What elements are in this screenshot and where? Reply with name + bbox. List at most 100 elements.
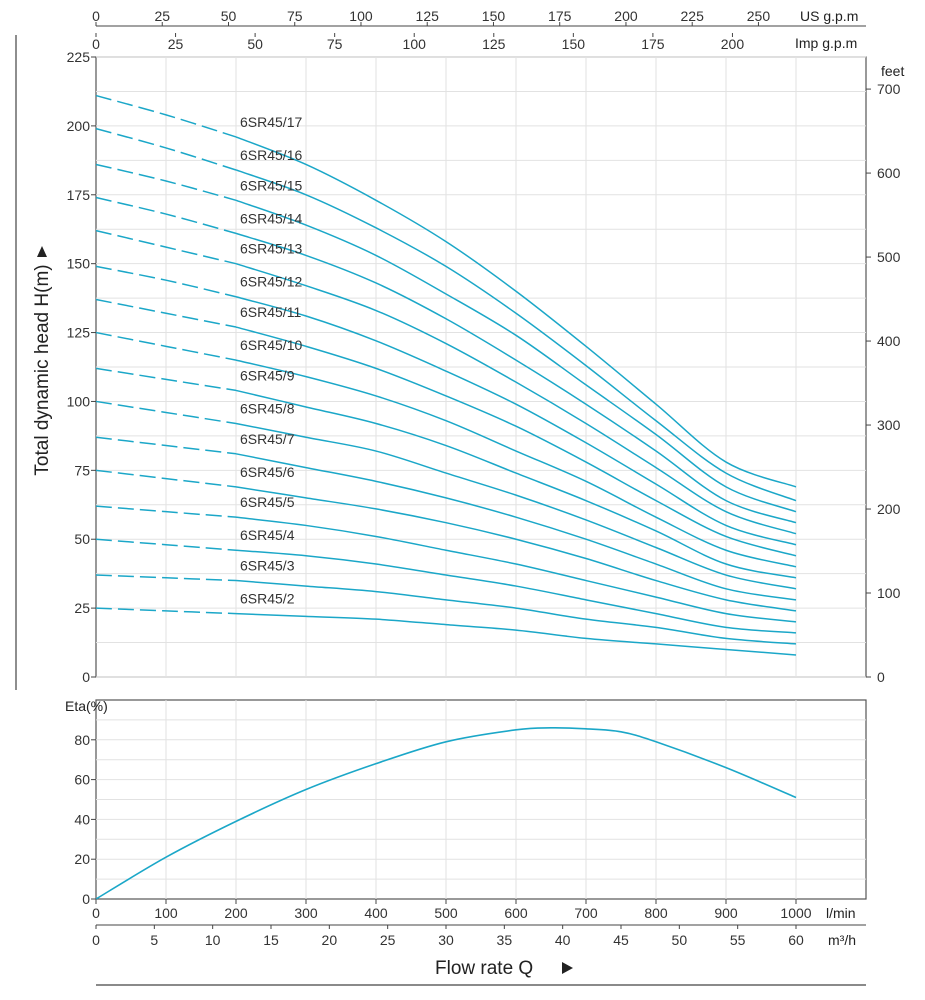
- m3h-unit-label: m³/h: [828, 932, 856, 948]
- us-gpm-tick-label: 50: [221, 8, 237, 24]
- us-gpm-tick-label: 125: [416, 8, 440, 24]
- head-curve-dashed: [95, 331, 237, 361]
- head-curve-dashed: [95, 607, 237, 615]
- eta-y-tick-label: 0: [82, 891, 90, 907]
- head-curve-label: 6SR45/5: [240, 494, 295, 510]
- lmin-tick-label: 800: [644, 905, 668, 921]
- head-curve-label: 6SR45/7: [240, 431, 295, 447]
- head-curve-dashed: [95, 574, 237, 582]
- head-curve: [235, 453, 797, 601]
- imp-gpm-tick-label: 50: [247, 36, 263, 52]
- m3h-tick-label: 45: [613, 932, 629, 948]
- head-curve-label: 6SR45/3: [240, 558, 295, 574]
- head-y-tick-label: 175: [67, 187, 91, 203]
- head-curve: [235, 389, 797, 579]
- m3h-tick-label: 25: [380, 932, 396, 948]
- head-curve: [235, 579, 797, 645]
- head-y-tick-label: 200: [67, 118, 91, 134]
- head-curve-labels: 6SR45/17 6SR45/16 6SR45/15 6SR45/14 6SR45/13…: [240, 114, 302, 607]
- us-gpm-tick-label: 150: [482, 8, 506, 24]
- head-curve: [235, 326, 797, 557]
- us-gpm-tick-label: 25: [154, 8, 170, 24]
- head-curve-dashed: [95, 469, 237, 488]
- head-curve-dashed: [95, 163, 237, 202]
- flow-rate-title: Flow rate Q: [435, 958, 533, 979]
- lmin-tick-label: 100: [154, 905, 178, 921]
- head-curve: [235, 612, 797, 656]
- head-curve-label: 6SR45/13: [240, 241, 302, 257]
- us-gpm-unit-label: US g.p.m: [800, 8, 858, 24]
- us-gpm-tick-label: 75: [287, 8, 303, 24]
- m3h-tick-label: 30: [438, 932, 454, 948]
- head-y-tick-label: 50: [74, 531, 90, 547]
- eta-y-tick-label: 40: [74, 811, 90, 827]
- imp-gpm-tick-label: 75: [327, 36, 343, 52]
- m3h-tick-label: 5: [150, 932, 158, 948]
- feet-tick-label: 200: [877, 501, 901, 517]
- head-curve: [235, 486, 797, 612]
- feet-axis: 0 100 200 300 400 500 600 700: [866, 81, 901, 685]
- head-curves: [95, 94, 797, 656]
- m3h-tick-label: 35: [497, 932, 513, 948]
- lmin-tick-label: 700: [574, 905, 598, 921]
- imp-gpm-tick-label: 100: [403, 36, 427, 52]
- head-curve-label: 6SR45/2: [240, 591, 295, 607]
- head-curve-dashed: [95, 538, 237, 551]
- head-curve: [235, 169, 797, 502]
- eta-y-tick-label: 80: [74, 732, 90, 748]
- head-axis-arrow-icon: [37, 246, 47, 257]
- lmin-tick-label: 600: [504, 905, 528, 921]
- imp-gpm-tick-label: 125: [482, 36, 506, 52]
- imp-gpm-tick-label: 200: [721, 36, 745, 52]
- imp-gpm-tick-label: 175: [641, 36, 665, 52]
- head-curve-label: 6SR45/14: [240, 210, 302, 226]
- head-curve-dashed: [95, 265, 237, 298]
- head-curve-label: 6SR45/17: [240, 114, 302, 130]
- head-curve: [235, 262, 797, 535]
- head-y-tick-label: 150: [67, 256, 91, 272]
- head-curve: [235, 422, 797, 590]
- imp-gpm-tick-label: 25: [168, 36, 184, 52]
- head-curve: [235, 296, 797, 546]
- efficiency-curve: [95, 727, 797, 900]
- head-curve-label: 6SR45/11: [240, 304, 301, 320]
- us-gpm-tick-label: 225: [681, 8, 705, 24]
- head-curve-dashed: [95, 196, 237, 235]
- head-axis-title: Total dynamic head H(m): [32, 264, 53, 475]
- lmin-tick-label: 1000: [780, 905, 811, 921]
- feet-tick-label: 500: [877, 249, 901, 265]
- head-y-tick-label: 75: [74, 462, 90, 478]
- us-gpm-tick-label: 175: [548, 8, 572, 24]
- head-curve: [235, 516, 797, 623]
- head-y-tick-label: 225: [67, 49, 91, 65]
- top-flow-axes: 0 25 50 75 100 125 150 175 200 225 250 US g.p.m0 25 5…: [92, 8, 866, 52]
- eta-grid: [96, 700, 866, 899]
- m3h-tick-label: 15: [263, 932, 279, 948]
- us-gpm-tick-label: 0: [92, 8, 100, 24]
- head-curve-dashed: [95, 229, 237, 265]
- head-curve: [235, 136, 797, 488]
- head-curve-label: 6SR45/16: [240, 147, 302, 163]
- head-curve-label: 6SR45/8: [240, 400, 295, 416]
- head-curve-label: 6SR45/9: [240, 367, 295, 383]
- head-curve-label: 6SR45/6: [240, 464, 295, 480]
- head-y-tick-label: 0: [82, 669, 90, 685]
- m3h-tick-label: 40: [555, 932, 571, 948]
- m3h-tick-label: 0: [92, 932, 100, 948]
- head-curve: [235, 359, 797, 568]
- lmin-tick-label: 0: [92, 905, 100, 921]
- flow-rate-arrow-icon: [562, 962, 573, 974]
- head-curve-dashed: [95, 298, 237, 328]
- head-curve-dashed: [95, 127, 237, 171]
- imp-gpm-tick-label: 0: [92, 36, 100, 52]
- head-curve: [235, 549, 797, 634]
- m3h-tick-label: 50: [672, 932, 688, 948]
- m3h-tick-label: 55: [730, 932, 746, 948]
- head-curve-dashed: [95, 367, 237, 392]
- eta-y-axis: 0 20 40 60 80: [74, 732, 96, 907]
- lmin-tick-label: 200: [224, 905, 248, 921]
- head-curve-label: 6SR45/10: [240, 337, 302, 353]
- lmin-unit-label: l/min: [826, 905, 856, 921]
- bottom-flow-axes: 0 100 200 300 400 500 600 700 800 900 1000 l/min 0 5 1…: [92, 899, 866, 948]
